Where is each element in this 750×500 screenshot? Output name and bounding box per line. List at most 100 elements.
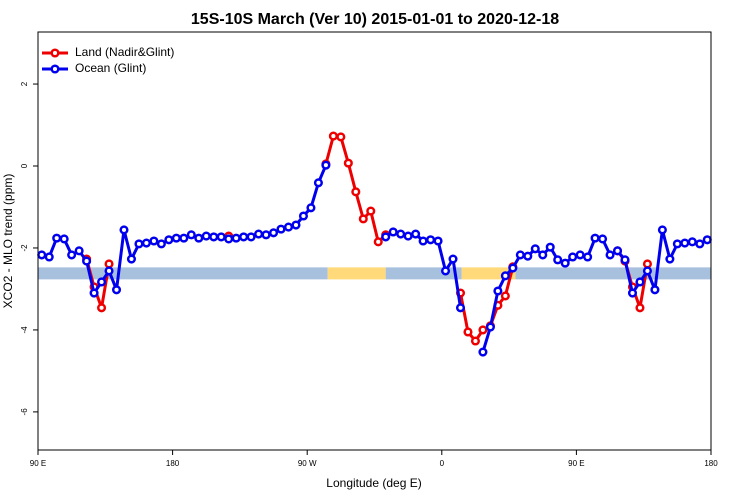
series-point [366, 206, 376, 216]
y-tick-label: -6 [20, 408, 29, 416]
series-point [642, 266, 652, 276]
y-tick-label: -2 [20, 244, 29, 252]
x-tick-label: 90 E [568, 459, 584, 468]
series-point [598, 234, 608, 244]
series-point [515, 250, 525, 260]
series-point [455, 303, 466, 313]
series-point [44, 252, 54, 262]
series-point [433, 236, 443, 246]
series-point [149, 236, 159, 246]
legend-marker [50, 64, 60, 74]
series-point [216, 232, 226, 242]
y-tick-label: 0 [20, 163, 29, 168]
series-point [336, 132, 346, 142]
series-point [164, 235, 174, 245]
series-point [418, 236, 428, 246]
series-line [481, 228, 708, 353]
series-point [403, 231, 413, 241]
series-point [126, 254, 137, 264]
series-point [358, 214, 368, 224]
series-point [485, 322, 495, 332]
series-point [269, 228, 279, 238]
series-point [291, 220, 301, 230]
series-point [306, 203, 316, 213]
series-point [396, 229, 406, 239]
series-point [553, 255, 563, 265]
series-point [111, 285, 122, 295]
series-point [254, 229, 264, 239]
series-point [448, 254, 458, 264]
series-point [343, 158, 353, 168]
series-point [209, 232, 219, 242]
series-point [575, 250, 585, 260]
series-point [500, 271, 510, 281]
plot-frame [37, 31, 712, 451]
series-point [82, 256, 92, 266]
x-tick-label: 0 [440, 459, 445, 468]
series-point [388, 227, 398, 237]
surface-band [38, 267, 328, 280]
x-tick-label: 180 [166, 459, 180, 468]
series-point [283, 222, 294, 232]
series-point [478, 325, 488, 335]
series-point [470, 336, 481, 346]
series-point [276, 224, 286, 234]
series-point [74, 246, 84, 256]
series-point [59, 234, 69, 244]
series-point [97, 277, 107, 287]
series-point [186, 230, 196, 240]
series-point [328, 131, 338, 141]
series-point [560, 258, 570, 268]
series-point [530, 244, 540, 254]
series-point [463, 327, 473, 337]
series-point [605, 250, 615, 260]
series-point [590, 233, 600, 243]
series-point [179, 233, 189, 243]
series-point [538, 250, 548, 260]
y-tick-label: -4 [20, 326, 29, 334]
legend-label: Land (Nadir&Glint) [75, 45, 174, 59]
series-point [373, 237, 383, 247]
series-point [687, 237, 697, 247]
series-point [134, 239, 144, 249]
series-point [104, 266, 114, 276]
series-point [52, 233, 62, 243]
series-point [321, 160, 331, 170]
series-point [583, 252, 593, 262]
surface-band [515, 267, 711, 280]
series-point [642, 259, 652, 269]
series-point [411, 229, 421, 239]
series-point [680, 238, 690, 248]
series-point [635, 303, 645, 313]
series-point [171, 233, 181, 243]
series-point [627, 288, 638, 298]
series-point [500, 291, 510, 301]
series-point [635, 277, 645, 287]
x-axis-label: Longitude (deg E) [326, 476, 421, 490]
y-tick-label: 2 [20, 81, 29, 86]
series-point [657, 225, 667, 235]
series-point [508, 263, 518, 273]
series-point [381, 232, 391, 242]
series-point [231, 233, 241, 243]
series-point [702, 235, 712, 245]
series-point [37, 250, 47, 260]
x-tick-label: 180 [704, 459, 718, 468]
legend-label: Ocean (Glint) [75, 61, 146, 75]
series-point [239, 232, 249, 242]
series-point [201, 231, 211, 241]
chart-title: 15S-10S March (Ver 10) 2015-01-01 to 202… [191, 11, 559, 28]
series-point [672, 239, 682, 249]
y-axis-label: XCO2 - MLO trend (ppm) [1, 174, 15, 309]
series-point [67, 250, 77, 260]
series-point [650, 285, 660, 295]
surface-band [385, 267, 462, 280]
series-point [89, 288, 99, 298]
series-point [156, 239, 166, 249]
series-point [620, 255, 630, 265]
series-point [665, 254, 675, 264]
series-point [313, 178, 323, 188]
series-point [440, 266, 451, 276]
series-point [298, 211, 309, 221]
